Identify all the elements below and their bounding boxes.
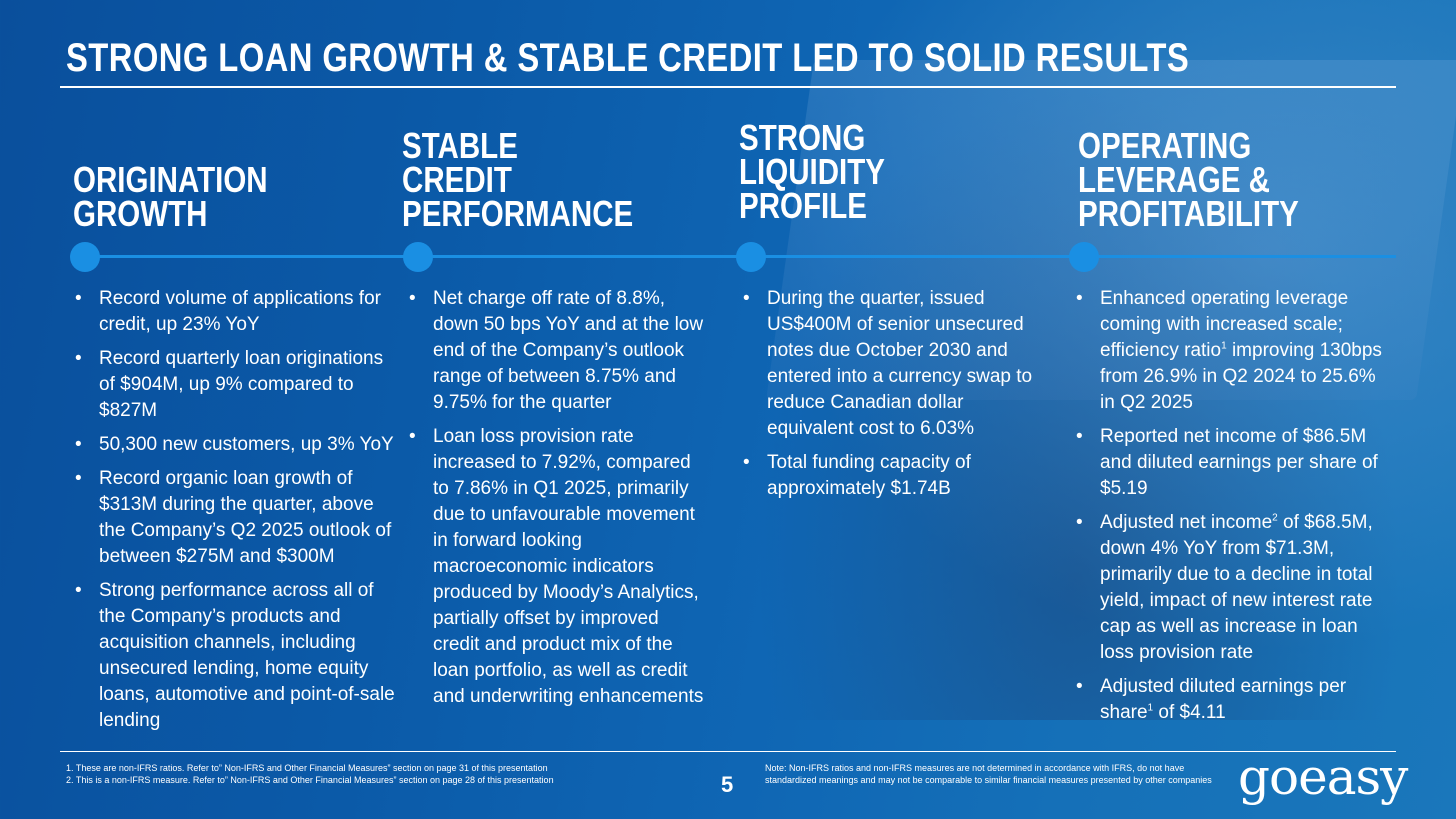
bullets-stable-credit-performance: Net charge off rate of 8.8%, down 50 bps… <box>409 286 709 718</box>
disclaimer-note: Note: Non-IFRS ratios and non-IFRS measu… <box>765 763 1212 785</box>
footnote-marker: 1 <box>1221 340 1227 352</box>
footnote-marker: 1 <box>1147 702 1154 714</box>
footnotes: 1. These are non-IFRS ratios. Refer to” … <box>66 762 554 786</box>
bullet-item: Adjusted net income2 of $68.5M, down 4% … <box>1076 510 1386 666</box>
bullet-item: Total funding capacity of approximately … <box>743 450 1049 502</box>
heading-strong-liquidity-profile: STRONG LIQUIDITY PROFILE <box>739 117 885 226</box>
heading-line: GROWTH <box>73 193 208 234</box>
timeline-dot <box>70 242 100 272</box>
footnote-marker: 2 <box>1272 512 1278 524</box>
heading-line: OPERATING <box>1078 125 1252 166</box>
bullets-operating-leverage-profitability: Enhanced operating leverage coming with … <box>1076 286 1386 734</box>
bullet-text: Enhanced operating leverage coming with … <box>1100 288 1349 361</box>
bullet-item: During the quarter, issued US$400M of se… <box>743 286 1049 442</box>
heading-origination-growth: ORIGINATION GROWTH <box>73 159 268 234</box>
bullet-item: Record volume of applications for credit… <box>75 286 395 338</box>
heading-line: PROFITABILITY <box>1078 193 1299 234</box>
timeline-dot <box>1069 242 1099 272</box>
bullet-item: Record organic loan growth of $313M duri… <box>75 466 395 570</box>
heading-line: LIQUIDITY <box>739 151 885 192</box>
bullet-text: Adjusted net income <box>1100 512 1273 533</box>
bullet-text: improving 130bps from 26.9% in Q2 2024 t… <box>1100 340 1382 413</box>
timeline-dot <box>403 242 433 272</box>
heading-line: STABLE <box>402 125 518 166</box>
title-divider <box>60 86 1396 88</box>
slide-title: STRONG LOAN GROWTH & STABLE CREDIT LED T… <box>66 36 1190 80</box>
goeasy-logo: goeasy <box>1238 748 1408 806</box>
bullet-item: Record quarterly loan originations of $9… <box>75 346 395 424</box>
bullet-item: Strong performance across all of the Com… <box>75 578 395 734</box>
heading-line: PERFORMANCE <box>402 193 634 234</box>
bullet-text: Reported net income of $86.5M and dilute… <box>1100 426 1378 499</box>
bullet-text: Adjusted diluted earnings per share <box>1100 676 1347 723</box>
heading-line: ORIGINATION <box>73 159 268 200</box>
bullets-origination-growth: Record volume of applications for credit… <box>75 286 395 742</box>
bullets-strong-liquidity-profile: During the quarter, issued US$400M of se… <box>743 286 1049 510</box>
footer-divider <box>60 751 1396 752</box>
timeline-dot <box>736 242 766 272</box>
bullet-item: Enhanced operating leverage coming with … <box>1076 286 1386 416</box>
bullet-text: of $4.11 <box>1153 702 1226 723</box>
bullet-item: 50,300 new customers, up 3% YoY <box>75 432 395 458</box>
bullet-text: of $68.5M, down 4% YoY from $71.3M, prim… <box>1100 512 1373 663</box>
heading-line: STRONG <box>739 117 866 158</box>
footnote: 1. These are non-IFRS ratios. Refer to” … <box>66 763 548 773</box>
bullet-item: Loan loss provision rate increased to 7.… <box>409 424 709 710</box>
page-number: 5 <box>721 772 734 797</box>
heading-operating-leverage-profitability: OPERATING LEVERAGE & PROFITABILITY <box>1078 125 1299 234</box>
bullet-item: Reported net income of $86.5M and dilute… <box>1076 424 1386 502</box>
heading-line: CREDIT <box>402 159 512 200</box>
bullet-item: Net charge off rate of 8.8%, down 50 bps… <box>409 286 709 416</box>
bullet-item: Adjusted diluted earnings per share1 of … <box>1076 674 1386 726</box>
heading-line: PROFILE <box>739 185 867 226</box>
heading-line: LEVERAGE & <box>1078 159 1270 200</box>
heading-stable-credit-performance: STABLE CREDIT PERFORMANCE <box>402 125 634 234</box>
footnote: 2. This is a non-IFRS measure. Refer to”… <box>66 775 554 785</box>
